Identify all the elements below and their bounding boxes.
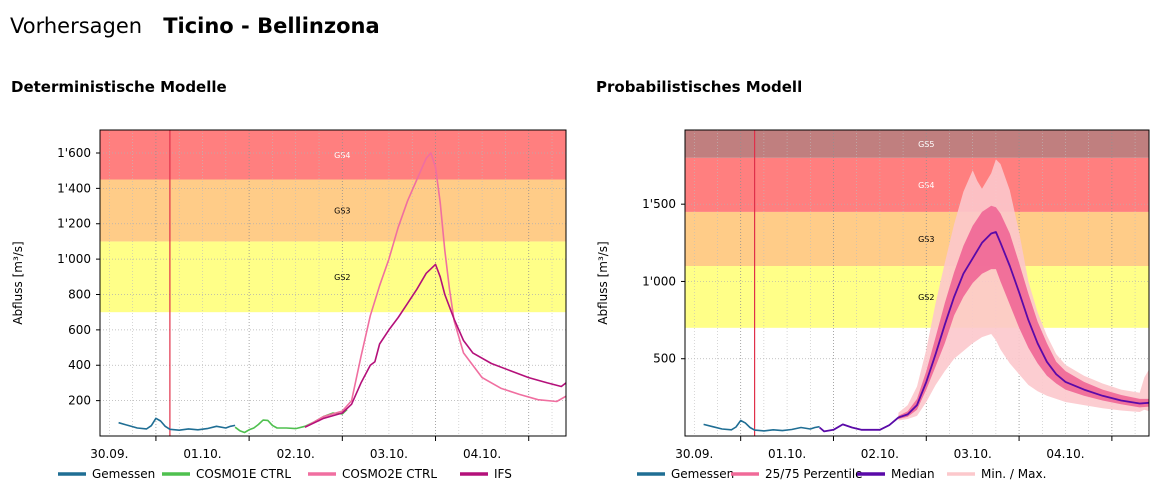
legend-label: Gemessen xyxy=(92,467,155,481)
probabilistic-chart: GS2 GS3 GS4 GS5 500 1'000 1'500 Abfluss [m³/s] 3… xyxy=(596,129,1150,481)
legend-label: Gemessen xyxy=(671,467,734,481)
danger-label-gs4: GS4 xyxy=(334,151,350,160)
probabilistic-panel-title: Probabilistisches Modell xyxy=(596,78,803,96)
y-tick-label: 1'400 xyxy=(57,181,91,195)
deterministic-chart: GS2GS3GS42004006008001'0001'2001'4001'60… xyxy=(11,129,567,481)
legend-label: COSMO1E CTRL xyxy=(196,467,291,481)
y-tick-label: 500 xyxy=(653,352,676,366)
y-tick-label: 400 xyxy=(68,358,91,372)
danger-band-gs3 xyxy=(685,211,1149,266)
x-tick-label: 04.10. xyxy=(463,447,501,461)
y-tick-label: 1'500 xyxy=(642,197,676,211)
x-tick-label: 03.10. xyxy=(954,447,992,461)
x-tick-label: 02.10. xyxy=(861,447,899,461)
legend-label: COSMO2E CTRL xyxy=(342,467,437,481)
danger-label-gs3: GS3 xyxy=(334,206,350,215)
y-tick-label: 1'200 xyxy=(57,217,91,231)
y-tick-label: 1'000 xyxy=(642,274,676,288)
legend-item-median: Median xyxy=(857,467,935,481)
x-tick-label: 30.09. xyxy=(675,447,713,461)
danger-label-gs4: GS4 xyxy=(918,181,934,190)
y-axis-label: Abfluss [m³/s] xyxy=(11,241,25,324)
series-line-gemessen xyxy=(118,417,236,431)
legend-item-ifs: IFS xyxy=(460,467,512,481)
x-tick-label: 03.10. xyxy=(370,447,408,461)
x-tick-label: 30.09. xyxy=(90,447,128,461)
danger-band-gs2 xyxy=(685,266,1149,328)
y-tick-label: 800 xyxy=(68,287,91,301)
plot-frame xyxy=(99,129,567,437)
y-tick-label: 600 xyxy=(68,323,91,337)
danger-band-gs5 xyxy=(685,130,1149,158)
series-line-ifs xyxy=(304,263,567,428)
danger-label-gs3: GS3 xyxy=(918,235,934,244)
legend-item-cosmo2e-ctrl: COSMO2E CTRL xyxy=(308,467,437,481)
y-tick-label: 1'600 xyxy=(57,146,91,160)
station-name: Ticino - Bellinzona xyxy=(163,14,380,38)
legend-item-gemessen: Gemessen xyxy=(637,467,734,481)
danger-band-gs4 xyxy=(685,157,1149,212)
series-line-gemessen xyxy=(703,419,820,432)
page-title: Vorhersagen xyxy=(10,14,143,38)
y-tick-label: 200 xyxy=(68,394,91,408)
danger-band-gs3 xyxy=(100,179,566,242)
legend: Gemessen 25/75 Perzentile Median Min. / Max… xyxy=(637,467,1046,481)
danger-label-gs2: GS2 xyxy=(918,293,934,302)
x-tick-label: 04.10. xyxy=(1046,447,1084,461)
x-tick-label: 01.10. xyxy=(768,447,806,461)
legend: Gemessen COSMO1E CTRL COSMO2E CTRL IFS xyxy=(58,467,512,481)
legend-item-gemessen: Gemessen xyxy=(58,467,155,481)
danger-band-gs4 xyxy=(100,130,566,180)
deterministic-panel-title: Deterministische Modelle xyxy=(11,78,227,96)
y-axis-label: Abfluss [m³/s] xyxy=(596,241,610,324)
danger-band-gs2 xyxy=(100,241,566,313)
danger-label-gs5: GS5 xyxy=(918,140,934,149)
x-tick-label: 01.10. xyxy=(183,447,221,461)
series-line-cosmo2e-ctrl xyxy=(304,152,567,428)
legend-label: Min. / Max. xyxy=(981,467,1046,481)
page-heading: Vorhersagen Ticino - Bellinzona xyxy=(10,14,380,38)
legend-item-25-75-perzentile: 25/75 Perzentile xyxy=(731,467,863,481)
legend-label: Median xyxy=(891,467,935,481)
legend-label: 25/75 Perzentile xyxy=(765,467,863,481)
legend-item-min-max: Min. / Max. xyxy=(947,467,1046,481)
legend-item-cosmo1e-ctrl: COSMO1E CTRL xyxy=(162,467,291,481)
y-tick-label: 1'000 xyxy=(57,252,91,266)
legend-label: IFS xyxy=(494,467,512,481)
plot-frame xyxy=(684,129,1150,437)
series-line-median xyxy=(819,231,1150,433)
x-tick-label: 02.10. xyxy=(277,447,315,461)
band-25-75-perzentile xyxy=(898,205,1149,419)
